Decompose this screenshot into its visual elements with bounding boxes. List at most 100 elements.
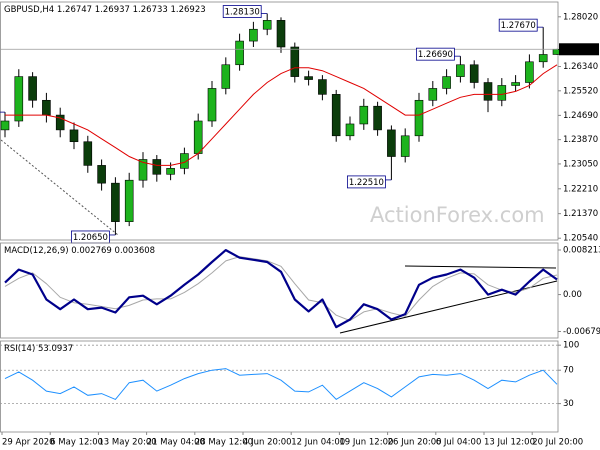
x-tick-label: 13 May 20:00 [98, 438, 156, 448]
watermark: ActionForex.com [370, 203, 545, 227]
candle-body [69, 129, 79, 143]
candle-body [331, 94, 341, 137]
y-tick-label: 1.22210 [563, 184, 598, 194]
x-tick-label: 29 Apr 2020 [2, 438, 55, 448]
x-tick-label: 4 Jun 20:00 [243, 438, 292, 448]
candle-body [345, 123, 355, 137]
candle-body [387, 129, 396, 157]
candle-body [304, 76, 313, 80]
header-value: 1.26733 [133, 5, 168, 15]
x-tick-label: 26 Jun 20:00 [388, 438, 442, 448]
y-tick-label: 0.008213 [563, 245, 600, 255]
annotation-label: 1.22510 [349, 178, 384, 188]
y-tick-label: 1.25520 [563, 86, 598, 96]
candle-body [428, 88, 438, 101]
annotation-label: 1.27670 [501, 21, 536, 31]
y-tick-label: -0.006796 [563, 327, 600, 337]
candle-body [42, 99, 51, 116]
x-tick-label: 28 May 12:00 [195, 438, 253, 448]
header-value: 1.26747 [57, 5, 92, 15]
x-tick-label: 13 Jul 12:00 [484, 438, 535, 448]
annotation-box [415, 47, 455, 61]
candle-body [276, 20, 286, 48]
candle-body [14, 76, 24, 122]
candle-body [235, 40, 244, 66]
annotation-box [346, 175, 386, 189]
moving-average [5, 64, 558, 166]
pane-frame [0, 340, 559, 433]
pane-frame [0, 1, 559, 241]
trend-line [0, 139, 119, 236]
header-value: 1.26937 [95, 5, 130, 15]
pane-frame [0, 242, 559, 339]
y-tick-label: 1.28020 [563, 12, 598, 22]
annotation-label: 1.28130 [225, 8, 260, 18]
y-tick-label: 70 [563, 366, 574, 376]
candle-body [318, 79, 327, 95]
y-tick-label: 1.20540 [563, 234, 598, 244]
pane-header: MACD(12,26,9) 0.002769 0.003608 [4, 246, 155, 256]
annotation-box [222, 5, 262, 18]
pane-header: RSI(14) 53.0937 [4, 344, 73, 354]
x-tick-label: 19 Jun 12:00 [339, 438, 393, 448]
candle-body [511, 82, 520, 86]
candle-body [83, 141, 93, 166]
candle-body [166, 168, 175, 175]
candle-body [138, 159, 148, 181]
trend-line [404, 265, 557, 269]
candle-body [400, 135, 410, 157]
candle-body [28, 76, 37, 101]
candle-body [525, 61, 534, 83]
pane-title: GBPUSD,H4 [4, 5, 54, 15]
candle-body [456, 64, 465, 77]
pane-title: MACD(12,26,9) [4, 246, 69, 256]
candle-body [497, 85, 507, 101]
x-tick-label: 6 Jul 04:00 [436, 438, 482, 448]
header-value: 53.0937 [38, 344, 73, 354]
candle-body [262, 20, 272, 30]
y-tick-label: 1.23050 [563, 159, 598, 169]
candle-body [373, 105, 382, 131]
y-tick-label: 0.00 [563, 290, 582, 300]
y-tick-label: 1.23870 [563, 135, 598, 145]
candle-body [249, 28, 258, 42]
candle-body [469, 64, 479, 83]
candle-body [152, 159, 162, 175]
y-tick-label: 100 [563, 341, 579, 351]
candle-body [124, 179, 134, 222]
candle-body [97, 165, 106, 184]
candle-body [0, 120, 10, 131]
y-tick-label: 1.26340 [563, 62, 598, 72]
candle-body [538, 54, 548, 63]
pane-header: GBPUSD,H4 1.26747 1.26937 1.26733 1.2692… [4, 5, 206, 15]
x-tick-label: 12 Jun 04:00 [291, 438, 345, 448]
x-tick-label: 21 May 04:00 [147, 438, 205, 448]
header-value: 0.003608 [115, 246, 156, 256]
macd-line [4, 249, 558, 329]
candle-body [359, 105, 369, 125]
candle-body [111, 182, 120, 222]
annotation-box [498, 18, 538, 32]
candle-body [290, 46, 300, 77]
annotation-label: 1.26690 [418, 50, 453, 60]
candle-body [55, 114, 65, 131]
pane-title: RSI(14) [4, 344, 35, 354]
header-value: 0.002769 [71, 246, 112, 256]
candle-body [207, 88, 217, 122]
y-tick-label: 30 [563, 399, 574, 409]
candle-body [221, 64, 231, 89]
annotation-label: 1.20650 [73, 233, 108, 243]
rsi-line [4, 368, 558, 401]
y-tick-label: 1.21370 [563, 209, 598, 219]
current-price-label: 1.26923 [562, 45, 597, 55]
candle-body [180, 153, 189, 169]
candle-body [483, 82, 493, 101]
candle-body [442, 76, 451, 89]
candle-body [193, 120, 203, 154]
current-price-box [559, 43, 599, 56]
candle-body [414, 99, 424, 137]
y-tick-label: 1.24690 [563, 111, 598, 121]
header-value: 1.26923 [171, 5, 206, 15]
